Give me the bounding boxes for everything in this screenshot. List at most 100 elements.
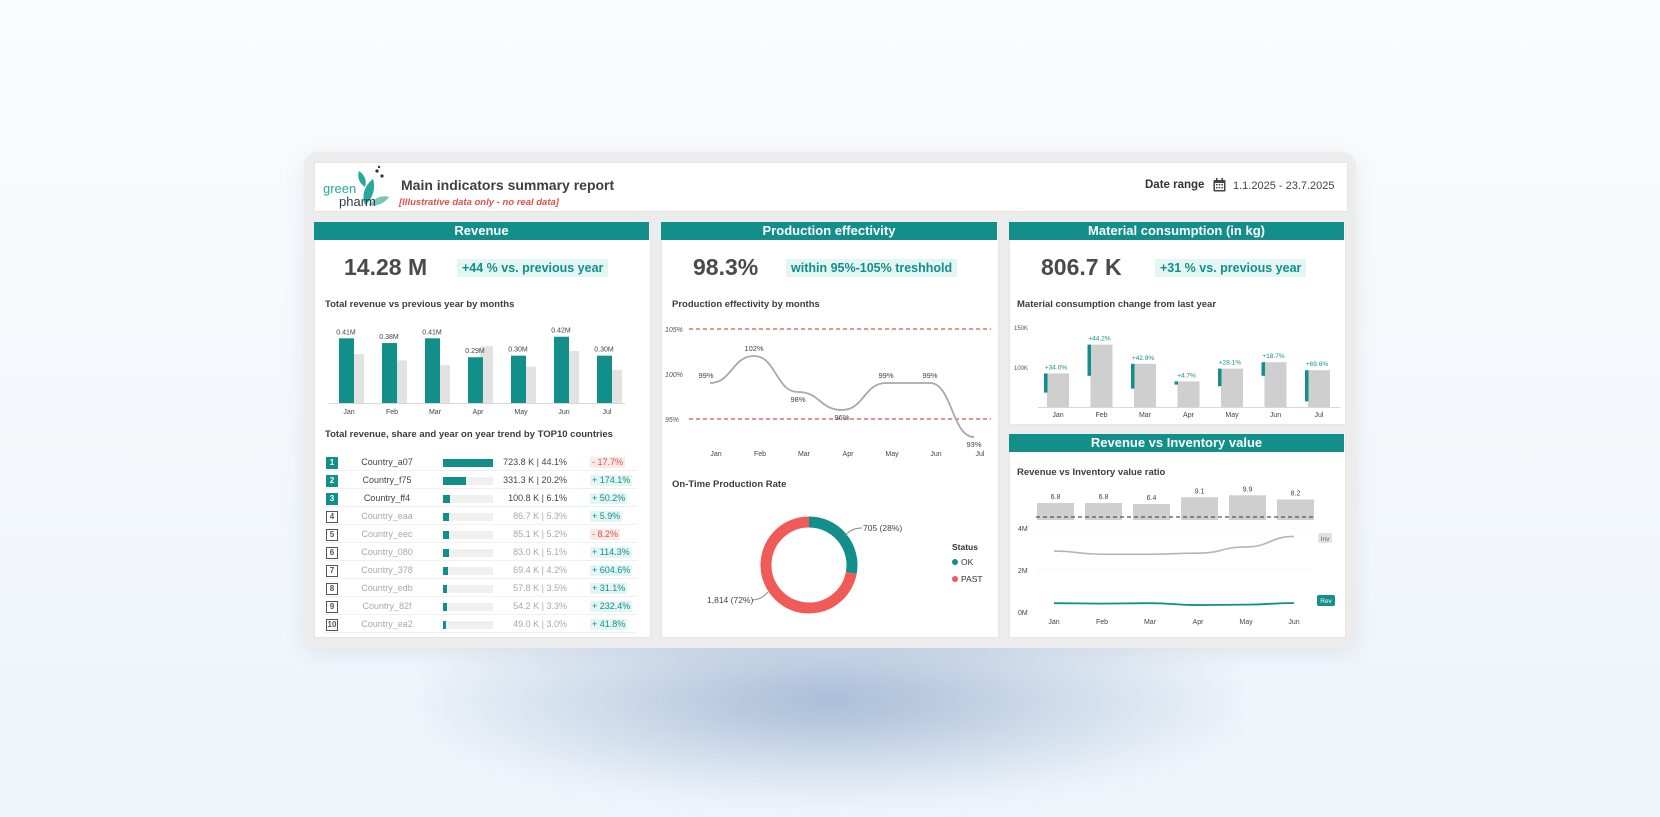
change-label: +44.2% (1088, 336, 1110, 343)
point-value-label: 102% (744, 344, 764, 353)
country-row[interactable]: 9 Country_82f 54.2 K | 3.3% + 232.4% (325, 598, 637, 615)
country-row[interactable]: 4 Country_eaa 86.7 K | 5.3% + 5.9% (325, 508, 637, 525)
share-bar-track (443, 531, 493, 539)
share-bar (443, 549, 449, 557)
country-row[interactable]: 6 Country_080 83.0 K | 5.1% + 114.3% (325, 544, 637, 561)
revenue-kpi: 14.28 M (344, 254, 428, 280)
country-value: 54.2 K | 3.3% (513, 601, 567, 611)
row-divider (325, 488, 637, 489)
bar-value-label: 0.29M (465, 348, 485, 355)
country-row[interactable]: 3 Country_ff4 100.8 K | 6.1% + 50.2% (325, 490, 637, 507)
share-bar (443, 477, 466, 485)
row-divider (325, 506, 637, 507)
rank-badge: 5 (326, 529, 338, 541)
trend-badge: + 174.1% (590, 475, 633, 486)
x-tick-label: Jun (1270, 412, 1281, 419)
change-bar (1218, 368, 1222, 387)
country-value: 49.0 K | 3.0% (513, 619, 567, 629)
x-tick-label: Jul (603, 409, 612, 416)
x-tick-label: May (1225, 412, 1239, 419)
x-tick-label: Mar (1144, 619, 1157, 626)
legend-ok-swatch (952, 559, 958, 565)
production-effectivity-chart: 105% 100% 95% 99% Jan 102% Feb 98% Mar 96% Apr 99% M… (665, 327, 991, 458)
y-tick-label: 105% (665, 327, 683, 334)
country-row[interactable]: 5 Country_eec 85.1 K | 5.2% - 8.2% (325, 526, 637, 543)
change-label: +34.0% (1045, 364, 1067, 371)
x-tick-label: Apr (1193, 619, 1205, 626)
country-name: Country_eec (361, 529, 413, 539)
ratio-bar (1181, 497, 1218, 520)
change-bar (1174, 381, 1178, 385)
share-bar (443, 603, 447, 611)
x-tick-label: Jul (1315, 412, 1324, 419)
rank-badge: 10 (326, 619, 338, 631)
share-bar (443, 621, 447, 629)
change-bar (1305, 370, 1309, 402)
bar-value-label: 0.41M (336, 329, 356, 336)
y-tick-label: 100K (1014, 366, 1028, 372)
ratio-label: 9.1 (1195, 488, 1205, 495)
revenue-bar (425, 338, 440, 403)
country-value: 86.7 K | 5.3% (513, 511, 567, 521)
on-time-donut-chart: 705 (28%) 1,814 (72%) Status OK PAST (707, 516, 983, 614)
prev-year-bar (566, 350, 579, 403)
country-row[interactable]: 2 Country_f75 331.3 K | 20.2% + 174.1% (325, 472, 637, 489)
consumption-bar (1177, 381, 1200, 407)
change-label: +28.1% (1219, 360, 1241, 367)
trend-badge: + 50.2% (590, 493, 628, 504)
row-divider (325, 614, 637, 615)
countries-title: Total revenue, share and year on year tr… (325, 429, 613, 440)
legend-ok-label: OK (961, 557, 974, 567)
row-divider (325, 524, 637, 525)
country-row[interactable]: 8 Country_edb 57.8 K | 3.5% + 31.1% (325, 580, 637, 597)
material-section-title: Material consumption (in kg) (1009, 222, 1344, 240)
change-label: +18.7% (1262, 353, 1284, 360)
share-bar-track (443, 513, 493, 521)
change-bar (1261, 362, 1265, 376)
share-bar-track (443, 585, 493, 593)
change-label: +42.9% (1132, 355, 1154, 362)
trend-badge: - 17.7% (590, 457, 626, 468)
trend-badge: + 604.6% (590, 565, 633, 576)
country-value: 100.8 K | 6.1% (508, 493, 567, 503)
calendar-icon[interactable] (1213, 178, 1226, 192)
revenue-kpi-badge: +44 % vs. previous year (457, 259, 609, 277)
country-name: Country_080 (361, 547, 413, 557)
trend-badge: + 5.9% (590, 511, 623, 522)
rank-badge: 2 (326, 475, 338, 487)
date-range-value[interactable]: 1.1.2025 - 23.7.2025 (1233, 180, 1335, 192)
consumption-bar (1264, 362, 1287, 407)
country-row[interactable]: 7 Country_378 69.4 K | 4.2% + 604.6% (325, 562, 637, 579)
point-value-label: 99% (922, 371, 937, 380)
ratio-bar (1037, 503, 1074, 520)
country-row[interactable]: 1 Country_a07 723.8 K | 44.1% - 17.7% (325, 454, 637, 471)
country-value: 83.0 K | 5.1% (513, 547, 567, 557)
logo-text-top: green (323, 181, 356, 196)
series-tag-rev-bg (1317, 595, 1335, 606)
trend-badge: + 232.4% (590, 601, 633, 612)
production-section-title: Production effectivity (661, 222, 997, 240)
x-tick-label: Mar (798, 451, 811, 458)
prev-year-bar (437, 365, 450, 403)
x-tick-label: May (514, 409, 528, 416)
rank-badge: 9 (326, 601, 338, 613)
x-tick-label: Jun (558, 409, 569, 416)
y-tick-label: 95% (665, 417, 679, 424)
revenue-bar (597, 355, 612, 403)
country-name: Country_378 (361, 565, 413, 575)
revenue-inventory-chart: 6.8 6.8 6.4 9.1 9.9 8.2 4M 2M 0M Jan Feb Mar Apr May J… (1018, 486, 1335, 626)
revenue-bar (382, 343, 397, 403)
country-row[interactable]: 10 Country_ea2 49.0 K | 3.0% + 41.8% (325, 616, 637, 633)
page-title: Main indicators summary report (401, 177, 615, 193)
x-tick-label: Mar (1139, 412, 1152, 419)
ratio-label: 6.8 (1099, 494, 1109, 501)
ratio-bar (1229, 495, 1266, 520)
x-tick-label: Feb (1095, 412, 1107, 419)
rank-badge: 7 (326, 565, 338, 577)
x-tick-label: Jan (1048, 619, 1059, 626)
y-tick-label: 0M (1018, 610, 1028, 617)
share-bar (443, 567, 448, 575)
ratio-label: 6.8 (1051, 494, 1061, 501)
slice-label-ok: 705 (28%) (863, 523, 902, 533)
share-bar-track (443, 567, 493, 575)
